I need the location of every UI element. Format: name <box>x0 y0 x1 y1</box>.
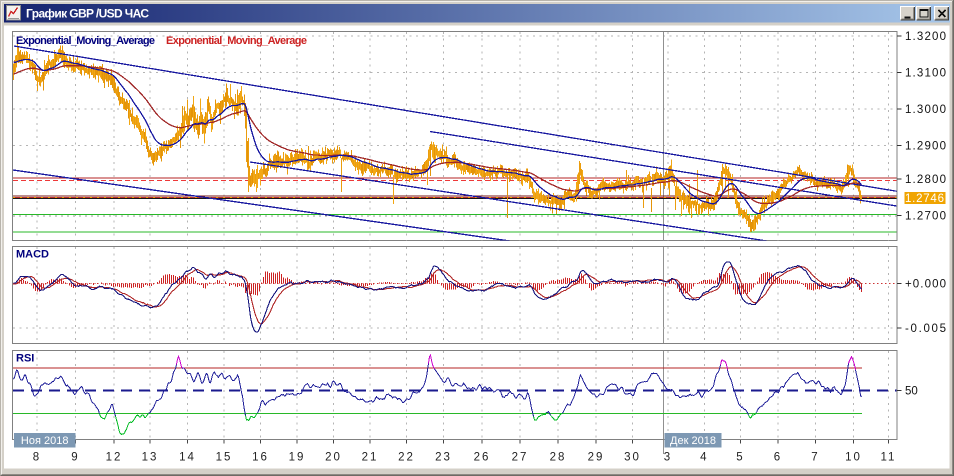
svg-text:1.3200: 1.3200 <box>905 31 946 43</box>
svg-text:29: 29 <box>588 452 605 464</box>
svg-text:20: 20 <box>325 452 342 464</box>
svg-text:Exponential_Moving_Average: Exponential_Moving_Average <box>166 35 307 47</box>
svg-text:1.2800: 1.2800 <box>905 174 946 186</box>
svg-text:23: 23 <box>435 452 452 464</box>
svg-text:4: 4 <box>700 452 708 464</box>
svg-text:3: 3 <box>664 452 672 464</box>
svg-text:1.3000: 1.3000 <box>905 104 946 116</box>
svg-text:28: 28 <box>550 452 567 464</box>
svg-text:1.2700: 1.2700 <box>905 211 946 223</box>
svg-text:13: 13 <box>142 452 159 464</box>
svg-text:10: 10 <box>845 452 862 464</box>
svg-text:5: 5 <box>736 452 744 464</box>
svg-text:11: 11 <box>881 452 897 464</box>
svg-text:19: 19 <box>289 452 306 464</box>
svg-text:26: 26 <box>474 452 491 464</box>
svg-text:12: 12 <box>106 452 123 464</box>
svg-text:8: 8 <box>33 452 41 464</box>
svg-text:График GBP /USD ЧАС: График GBP /USD ЧАС <box>26 7 149 21</box>
svg-text:7: 7 <box>811 452 819 464</box>
svg-text:1.3100: 1.3100 <box>905 68 946 80</box>
svg-text:-0.005: -0.005 <box>905 323 946 335</box>
svg-text:22: 22 <box>398 452 415 464</box>
svg-text:6: 6 <box>774 452 782 464</box>
svg-text:27: 27 <box>512 452 529 464</box>
svg-text:1.2900: 1.2900 <box>905 141 946 153</box>
svg-text:21: 21 <box>362 452 379 464</box>
svg-text:MACD: MACD <box>16 249 49 261</box>
svg-text:50: 50 <box>905 386 918 398</box>
svg-text:RSI: RSI <box>16 353 34 365</box>
svg-text:Дек 2018: Дек 2018 <box>670 435 716 447</box>
svg-text:1.2746: 1.2746 <box>905 193 944 205</box>
svg-text:15: 15 <box>216 452 233 464</box>
svg-text:14: 14 <box>179 452 196 464</box>
svg-text:30: 30 <box>624 452 641 464</box>
svg-text:9: 9 <box>71 452 79 464</box>
svg-text:16: 16 <box>252 452 269 464</box>
svg-text:Exponential_Moving_Average: Exponential_Moving_Average <box>16 35 155 47</box>
svg-text:+0.000: +0.000 <box>905 279 946 291</box>
svg-text:Ноя 2018: Ноя 2018 <box>21 435 69 447</box>
